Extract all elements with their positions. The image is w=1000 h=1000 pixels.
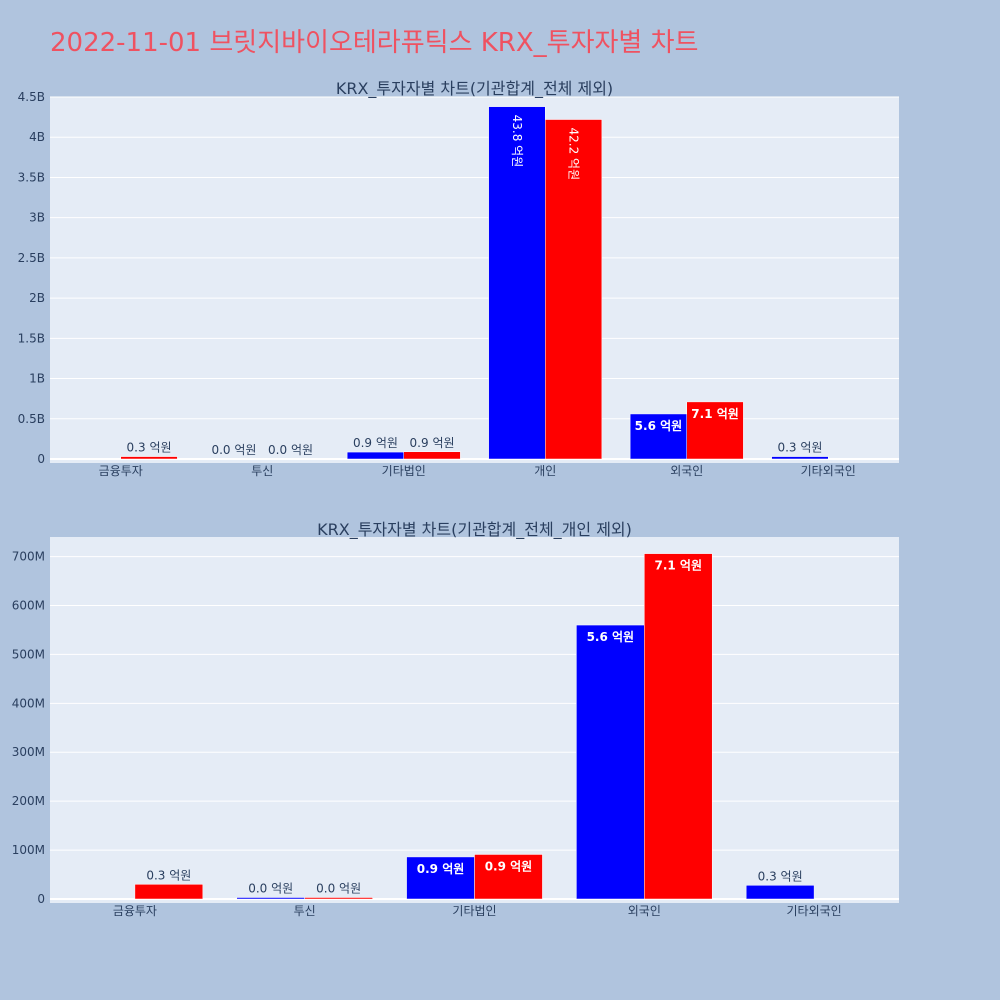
y-tick-label: 1B <box>29 372 45 386</box>
chart-1: 0 0.5B 1B 1.5B 2B 2.5B 3B 3.5B 4B 4.5B KRX_투자자별 차트… <box>18 79 899 478</box>
x-tick-label: 금융투자 <box>113 904 157 918</box>
chart-title: KRX_투자자별 차트(기관합계_전체 제외) <box>336 79 613 99</box>
data-label: 7.1 억원 <box>654 559 702 573</box>
data-label: 42.2 억원 <box>567 128 581 181</box>
bar <box>346 451 404 460</box>
data-label: 43.8 억원 <box>510 115 524 168</box>
x-tick-label: 금융투자 <box>99 464 143 478</box>
y-tick-label: 1.5B <box>18 331 45 345</box>
page-title: 2022-11-01 브릿지바이오테라퓨틱스 KRX_투자자별 차트 <box>50 28 699 58</box>
data-label: 0.0 억원 <box>268 443 313 457</box>
y-tick-label: 500M <box>12 647 45 661</box>
bar <box>134 884 204 900</box>
y-tick-label: 400M <box>12 696 45 710</box>
data-label: 0.0 억원 <box>248 882 293 896</box>
x-tick-label: 기타법인 <box>452 904 496 918</box>
y-tick-label: 2B <box>29 291 45 305</box>
plot-background <box>50 537 899 903</box>
x-tick-label: 기타외국인 <box>801 464 856 478</box>
bar <box>629 413 688 460</box>
bar <box>488 106 546 460</box>
y-tick-label: 4B <box>29 130 45 144</box>
y-tick-label: 2.5B <box>18 251 45 265</box>
data-label: 0.9 억원 <box>410 436 455 450</box>
data-label: 0.3 억원 <box>146 868 191 882</box>
bar <box>686 401 744 460</box>
data-label: 5.6 억원 <box>635 419 683 433</box>
bar <box>745 885 815 900</box>
data-label: 0.9 억원 <box>353 436 398 450</box>
x-tick-label: 개인 <box>534 464 556 478</box>
x-tick-label: 외국인 <box>670 464 703 478</box>
x-tick-label: 기타법인 <box>382 464 426 478</box>
y-tick-label: 100M <box>12 843 45 857</box>
data-label: 0.3 억원 <box>127 441 172 455</box>
bar <box>545 119 603 460</box>
y-tick-label: 200M <box>12 794 45 808</box>
plot-background <box>50 97 899 463</box>
chart-2: 0 100M 200M 300M 400M 500M 600M 700M KRX_투자자별 차트… <box>12 520 899 918</box>
y-tick-label: 700M <box>12 550 45 564</box>
bar <box>236 897 305 900</box>
y-tick-label: 0 <box>37 452 45 466</box>
x-tick-label: 기타외국인 <box>786 904 841 918</box>
x-tick-label: 외국인 <box>628 904 661 918</box>
bar <box>120 456 178 460</box>
y-tick-label: 0 <box>37 892 45 906</box>
data-label: 0.3 억원 <box>777 441 822 455</box>
y-tick-label: 0.5B <box>18 412 45 426</box>
x-tick-label: 투신 <box>251 464 273 478</box>
bar <box>474 854 543 900</box>
data-label: 0.9 억원 <box>485 859 533 873</box>
data-label: 7.1 억원 <box>691 407 739 421</box>
y-tick-label: 600M <box>12 598 45 612</box>
data-label: 0.0 억원 <box>316 882 361 896</box>
y-tick-label: 3B <box>29 211 45 225</box>
data-label: 5.6 억원 <box>587 630 635 644</box>
chart-title: KRX_투자자별 차트(기관합계_전체_개인 제외) <box>317 520 632 540</box>
data-label: 0.0 억원 <box>211 443 256 457</box>
bar <box>304 897 373 900</box>
bar <box>771 456 829 460</box>
y-tick-label: 3.5B <box>18 170 45 184</box>
data-label: 0.9 억원 <box>417 862 465 876</box>
x-tick-label: 투신 <box>294 904 316 918</box>
y-tick-label: 300M <box>12 745 45 759</box>
y-tick-label: 4.5B <box>18 90 45 104</box>
bar <box>406 856 475 900</box>
bar <box>644 553 713 900</box>
bar <box>576 624 645 900</box>
data-label: 0.3 억원 <box>758 869 803 883</box>
bar <box>403 451 461 460</box>
